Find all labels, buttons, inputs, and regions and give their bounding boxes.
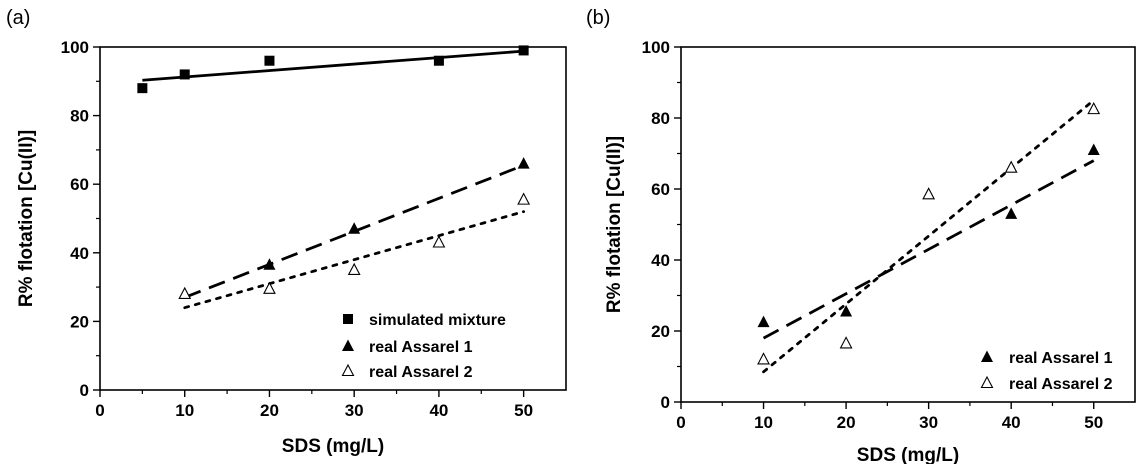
x-tick-label: 0	[95, 401, 104, 420]
series-real-assarel-1	[184, 157, 530, 299]
y-axis-title: R% flotation [Cu(II)]	[16, 130, 37, 307]
data-point	[922, 187, 936, 200]
legend-marker	[341, 363, 355, 377]
legend-label: real Assarel 1	[1009, 350, 1113, 367]
series-real-assarel-2	[757, 98, 1101, 374]
legend-marker	[981, 350, 993, 362]
data-point	[840, 304, 853, 317]
x-tick-label: 50	[1084, 413, 1103, 432]
legend-label: real Assarel 1	[369, 339, 473, 356]
data-point	[757, 352, 770, 365]
data-point	[518, 45, 529, 56]
x-tick-label: 40	[429, 401, 448, 420]
fit-line	[762, 159, 1095, 340]
x-tick-label: 10	[175, 401, 194, 420]
x-tick-label: 0	[676, 413, 685, 432]
x-axis-title: SDS (mg/L)	[282, 436, 384, 457]
data-point	[757, 315, 770, 328]
y-tick-label: 0	[661, 393, 670, 412]
fit-line	[184, 164, 525, 299]
x-tick-label: 50	[514, 401, 533, 420]
y-tick-label: 80	[651, 109, 670, 128]
data-point	[1004, 160, 1018, 173]
data-point	[137, 83, 148, 94]
x-tick-label: 40	[1002, 413, 1021, 432]
y-tick-label: 60	[651, 180, 670, 199]
chart-panel-a: (a) 0 10 20 30 40 50 0 20 40 60 80 100 SDS (mg/L) R% f…	[6, 7, 567, 457]
y-tick-label: 0	[80, 381, 89, 400]
legend-marker	[980, 375, 994, 389]
y-tick-label: 40	[70, 244, 89, 263]
y-tick-label: 100	[61, 38, 89, 57]
chart-panel-b: (b) 0 10 20 30 40 50 0 20 40 60 80 100 SDS (mg/L) R% f…	[586, 7, 1136, 464]
y-tick-label: 60	[70, 175, 89, 194]
data-point	[1087, 101, 1101, 115]
fit-line	[183, 210, 526, 310]
legend-marker	[342, 339, 354, 351]
data-point	[433, 55, 444, 66]
x-tick-label: 20	[837, 413, 856, 432]
panel-label: (b)	[586, 7, 610, 29]
y-tick-label: 20	[651, 322, 670, 341]
x-tick-label: 10	[754, 413, 773, 432]
data-point	[1087, 143, 1100, 155]
fit-line	[762, 98, 1096, 374]
series-real-assarel-1	[757, 143, 1100, 340]
legend-entry: real Assarel 2	[341, 363, 473, 381]
legend-label: real Assarel 2	[369, 364, 473, 381]
series-simulated-mixture	[137, 45, 529, 94]
y-tick-label: 20	[70, 312, 89, 331]
data-point	[517, 157, 530, 169]
data-point	[1005, 207, 1018, 219]
data-point	[264, 55, 275, 66]
data-point	[432, 235, 446, 248]
legend-entry: real Assarel 1	[342, 339, 473, 356]
panel-label: (a)	[6, 7, 30, 29]
y-axis-title: R% flotation [Cu(II)]	[604, 136, 625, 313]
legend-label: simulated mixture	[369, 312, 506, 329]
legend-entry: real Assarel 2	[980, 375, 1113, 393]
legend-label: real Assarel 2	[1009, 376, 1113, 393]
y-tick-label: 80	[70, 107, 89, 126]
x-axis-title: SDS (mg/L)	[857, 445, 959, 464]
data-point	[263, 281, 276, 294]
y-tick-label: 100	[642, 38, 670, 57]
y-tick-label: 40	[651, 251, 670, 270]
legend-marker	[343, 314, 353, 324]
data-point	[178, 286, 192, 300]
data-point	[263, 258, 276, 270]
x-tick-label: 30	[345, 401, 364, 420]
data-point	[348, 222, 361, 234]
data-point	[839, 336, 853, 349]
x-tick-label: 30	[919, 413, 938, 432]
legend-entry: real Assarel 1	[981, 350, 1113, 367]
legend-entry: simulated mixture	[343, 312, 506, 329]
data-point	[517, 192, 531, 205]
data-point	[347, 262, 361, 276]
fit-line	[142, 49, 524, 82]
x-tick-label: 20	[260, 401, 279, 420]
plot-frame	[680, 46, 1136, 403]
data-point	[179, 69, 190, 80]
series-real-assarel-2	[178, 192, 531, 310]
